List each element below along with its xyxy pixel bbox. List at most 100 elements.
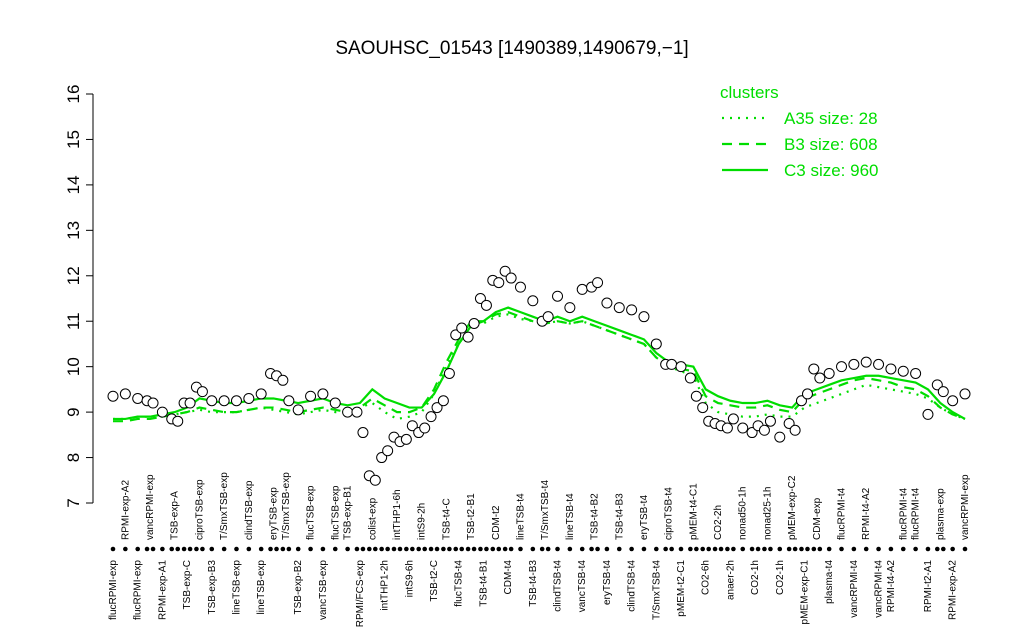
sample-dot <box>496 546 502 552</box>
data-point <box>505 272 517 284</box>
data-point <box>947 395 959 407</box>
data-point <box>937 386 949 398</box>
data-point <box>721 422 733 434</box>
x-tick-label: RPMI-exp-A2 <box>948 560 959 620</box>
data-point <box>613 302 625 314</box>
data-point <box>196 386 208 398</box>
data-point <box>814 372 826 384</box>
y-tick-label: 10 <box>64 357 83 376</box>
data-point <box>342 406 354 418</box>
sample-dot <box>817 546 823 552</box>
x-tick-label: TSB-exp-B3 <box>207 560 218 615</box>
sample-dot <box>502 546 508 552</box>
data-point <box>206 395 218 407</box>
x-tick-label: lineTSB-t4 <box>565 493 576 540</box>
data-point <box>823 367 835 379</box>
data-point <box>675 361 687 373</box>
x-tick-label: flucRPMI-t4 <box>898 487 909 540</box>
x-tick-label: TSB-exp-B2 <box>293 560 304 615</box>
x-tick-label: CO2-1h <box>775 560 786 595</box>
x-tick-label: intS9-2h <box>417 503 428 540</box>
x-tick-label: pMEM-t2-C1 <box>676 560 687 617</box>
x-tick-label: TSB-exp-B1 <box>343 485 354 540</box>
sample-dot <box>589 546 594 552</box>
data-point <box>576 283 588 295</box>
sample-dot <box>379 546 384 552</box>
sample-dot <box>678 546 684 552</box>
sample-dot <box>913 546 918 552</box>
data-point <box>329 397 341 409</box>
sample-dot <box>175 546 181 552</box>
y-tick-label: 12 <box>64 266 83 285</box>
sample-dot <box>373 546 378 552</box>
sample-dot <box>246 546 252 552</box>
sample-dot <box>308 546 313 552</box>
data-point <box>774 431 786 443</box>
sample-dot <box>160 546 165 552</box>
sample-dot <box>135 546 140 552</box>
data-point <box>474 293 486 304</box>
sample-dot <box>181 546 187 552</box>
x-tick-label: RPMI-exp-A1 <box>157 560 168 620</box>
sample-dot <box>332 546 338 552</box>
legend-title: clusters <box>720 83 779 102</box>
data-point <box>697 402 709 414</box>
data-point <box>218 395 230 407</box>
sample-dot <box>530 546 536 552</box>
sample-dot <box>345 546 350 552</box>
sample-dot <box>144 546 150 552</box>
x-tick-label: pMEM-exp-C1 <box>799 560 810 625</box>
data-point <box>184 397 196 409</box>
data-point <box>783 417 795 429</box>
sample-dot <box>490 546 496 552</box>
sample-dot <box>641 546 647 552</box>
x-tick-label: vancTSB-exp <box>318 560 329 620</box>
sample-dot <box>234 546 239 552</box>
sample-dot <box>169 546 175 552</box>
sample-dot <box>950 546 955 552</box>
data-point <box>382 445 394 457</box>
y-tick-label: 11 <box>64 312 83 330</box>
data-point <box>801 388 813 400</box>
sample-dot <box>925 546 931 552</box>
sample-dot <box>941 546 946 552</box>
sample-dot <box>694 546 699 552</box>
x-tick-label: eryTSB-t4 <box>602 560 613 605</box>
sample-dot <box>221 546 227 552</box>
sample-dot <box>441 546 446 552</box>
data-point <box>255 388 267 400</box>
data-point <box>564 302 576 314</box>
sample-dot <box>595 546 600 552</box>
x-tick-label: T/SmxTSB-exp <box>281 472 292 540</box>
sample-dot <box>786 546 792 552</box>
sample-dot <box>286 546 292 552</box>
data-point <box>848 358 860 370</box>
data-point <box>292 404 304 416</box>
data-point <box>119 388 131 400</box>
sample-dot <box>669 546 674 552</box>
x-tick-label: TSB-t4-C <box>441 498 452 540</box>
sample-dot <box>360 546 366 552</box>
sample-dot <box>755 546 761 552</box>
data-point <box>666 358 678 370</box>
x-tick-label: RPMI/FCS-exp <box>355 560 366 628</box>
data-point <box>443 367 455 379</box>
sample-dot <box>740 546 746 552</box>
x-tick-label: flucRPMI-exp <box>108 560 119 620</box>
x-tick-label: lineTSB-exp <box>231 560 242 615</box>
x-tick-label: CDM-t2 <box>491 505 502 540</box>
sample-dot <box>367 546 372 552</box>
sample-dot <box>539 546 545 552</box>
data-point <box>758 424 770 436</box>
x-tick-label: RPMI-t4-A2 <box>886 560 897 613</box>
data-point <box>795 395 807 407</box>
data-point <box>592 277 604 289</box>
sample-dot <box>718 546 724 552</box>
x-tick-label: T/SmxTSB-t4 <box>540 480 551 540</box>
sample-dot <box>604 546 610 552</box>
sample-dot <box>768 546 773 552</box>
data-point <box>931 379 943 391</box>
sample-dot <box>962 546 968 552</box>
legend-label: B3 size: 608 <box>784 135 878 154</box>
